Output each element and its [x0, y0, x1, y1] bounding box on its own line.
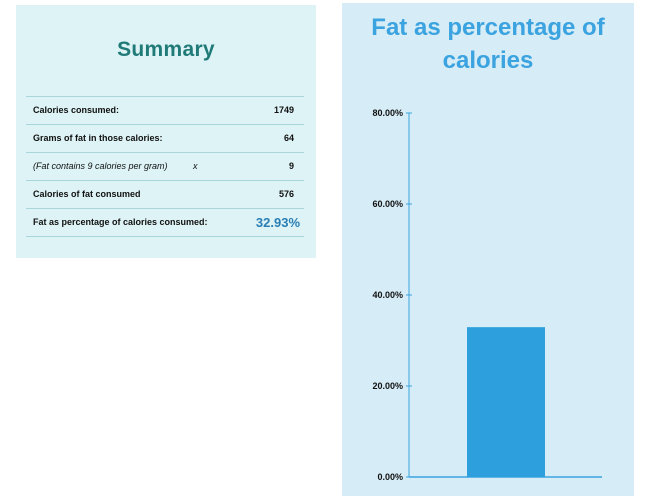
row-value: 1749: [273, 105, 294, 115]
row-value: 64: [283, 133, 294, 143]
summary-panel: Summary Calories consumed: 1749 Grams of…: [16, 5, 316, 258]
row-label: Fat as percentage of calories consumed:: [33, 217, 208, 227]
summary-row-calories-per-gram: (Fat contains 9 calories per gram) x 9: [26, 153, 304, 181]
chart-title: Fat as percentage of calories: [371, 14, 605, 74]
summary-row-fat-calories: Calories of fat consumed 576: [26, 181, 304, 209]
row-operator: x: [193, 161, 198, 171]
summary-table: Calories consumed: 1749 Grams of fat in …: [26, 96, 304, 237]
y-tick-label: 80.00%: [372, 108, 403, 118]
y-tick-label: 60.00%: [372, 199, 403, 209]
row-label: Calories consumed:: [33, 105, 120, 115]
row-value: 9: [288, 161, 294, 171]
row-label: Grams of fat in those calories:: [33, 133, 163, 143]
bar: [467, 327, 545, 477]
row-label: Calories of fat consumed: [33, 189, 141, 199]
row-value: 576: [278, 189, 294, 199]
summary-title: Summary: [117, 38, 215, 61]
row-value-highlight: 32.93%: [255, 215, 300, 230]
y-tick-label: 20.00%: [372, 381, 403, 391]
row-label: (Fat contains 9 calories per gram): [33, 161, 168, 171]
summary-row-fat-percentage: Fat as percentage of calories consumed: …: [26, 209, 304, 237]
bar-chart: 0.00% 20.00% 40.00% 60.00% 80.00%: [372, 108, 602, 482]
y-tick-label: 0.00%: [377, 472, 403, 482]
summary-row-calories: Calories consumed: 1749: [26, 97, 304, 125]
summary-row-fat-grams: Grams of fat in those calories: 64: [26, 125, 304, 153]
y-tick-label: 40.00%: [372, 290, 403, 300]
chart-panel: Fat as percentage of calories 0.00% 20.00…: [342, 3, 634, 496]
